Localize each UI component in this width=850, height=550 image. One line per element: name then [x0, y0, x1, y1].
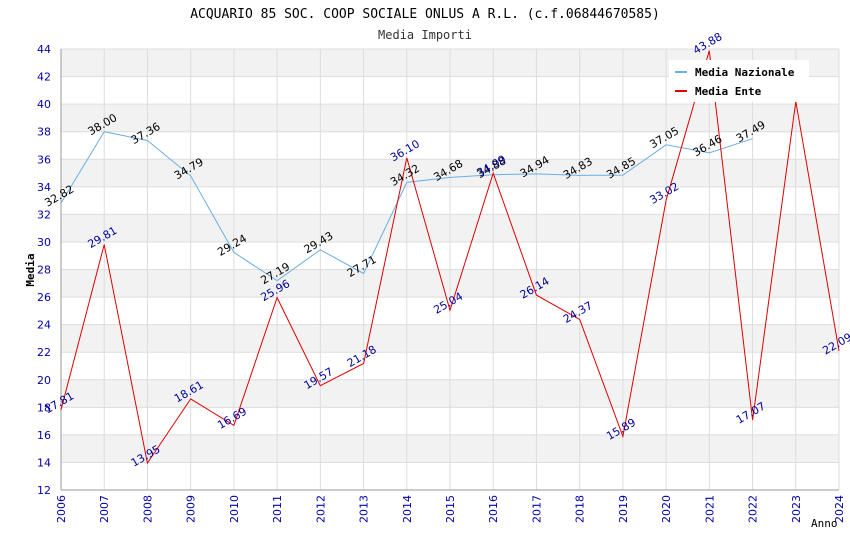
- data-label: 17.81: [42, 389, 76, 416]
- y-tick-label: 12: [37, 484, 51, 497]
- legend-box: [669, 60, 809, 102]
- grid-bands: [60, 48, 840, 491]
- y-tick-label: 36: [37, 153, 51, 166]
- x-tick-label: 2015: [444, 495, 457, 523]
- x-tick-label: 2011: [271, 495, 284, 523]
- y-tick-label: 24: [37, 319, 51, 332]
- legend: Media Nazionale Media Ente: [669, 60, 809, 102]
- x-tick-label: 2019: [617, 495, 630, 523]
- x-tick-label: 2006: [55, 495, 68, 523]
- y-tick-label: 16: [37, 429, 51, 442]
- series-line-media-ente: [60, 50, 840, 465]
- y-tick-label: 20: [37, 374, 51, 387]
- x-tick-label: 2014: [401, 495, 414, 523]
- x-tick-label: 2022: [747, 495, 760, 523]
- data-label: 16.69: [215, 405, 249, 432]
- y-tick-label: 42: [37, 71, 51, 84]
- series-line-media-nazionale: [60, 131, 753, 282]
- y-tick-label: 30: [37, 236, 51, 249]
- x-axis: 2006 2007 2008 2009 2010 2011 2012 2013 2014 2015…: [55, 489, 846, 523]
- y-tick-label: 28: [37, 264, 51, 277]
- y-tick-label: 32: [37, 208, 51, 221]
- legend-item-label: Media Nazionale: [695, 66, 795, 79]
- x-tick-label: 2023: [790, 495, 803, 523]
- x-tick-label: 2017: [530, 495, 543, 523]
- y-tick-label: 34: [37, 181, 51, 194]
- x-tick-label: 2008: [141, 495, 154, 523]
- x-axis-title: Anno: [811, 517, 838, 530]
- chart-subtitle: Media Importi: [378, 28, 472, 42]
- series-lines: [60, 50, 840, 465]
- legend-item-label: Media Ente: [695, 85, 762, 98]
- chart-title: ACQUARIO 85 SOC. COOP SOCIALE ONLUS A R.…: [190, 7, 660, 22]
- x-tick-label: 2013: [358, 495, 371, 523]
- y-axis: 12 14 16 18 20 22 24 26 28 30 32 34 36 38 40 42 44: [37, 43, 62, 497]
- y-tick-label: 44: [37, 43, 51, 56]
- y-tick-label: 18: [37, 401, 51, 414]
- x-tick-label: 2018: [574, 495, 587, 523]
- y-tick-label: 40: [37, 98, 51, 111]
- y-tick-label: 22: [37, 346, 51, 359]
- x-tick-label: 2009: [185, 495, 198, 523]
- y-tick-label: 38: [37, 126, 51, 139]
- x-tick-label: 2016: [487, 495, 500, 523]
- y-tick-label: 14: [37, 456, 51, 469]
- y-axis-title: Media: [24, 253, 37, 286]
- x-tick-label: 2021: [703, 495, 716, 523]
- x-tick-label: 2010: [228, 495, 241, 523]
- x-tick-label: 2024: [833, 495, 846, 523]
- x-tick-label: 2012: [314, 495, 327, 523]
- y-tick-label: 26: [37, 291, 51, 304]
- data-label: 24.37: [561, 299, 595, 326]
- x-tick-label: 2007: [98, 495, 111, 523]
- data-label: 36.46: [691, 132, 725, 159]
- x-tick-label: 2020: [660, 495, 673, 523]
